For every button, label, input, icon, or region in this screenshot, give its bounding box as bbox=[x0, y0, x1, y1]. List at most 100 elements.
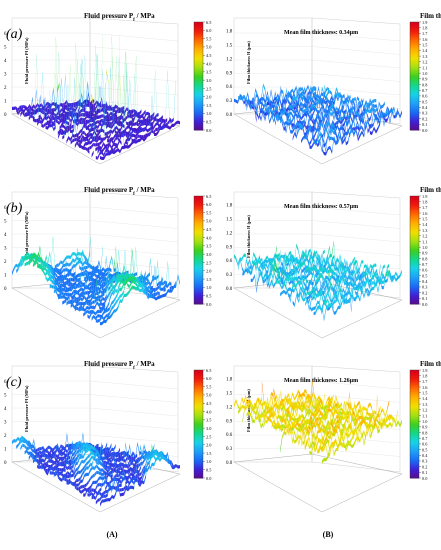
surface-facet bbox=[332, 266, 335, 290]
surface-facet bbox=[72, 77, 75, 120]
surface-facet bbox=[313, 291, 316, 302]
surface-facet bbox=[67, 272, 70, 278]
surface-facet bbox=[73, 285, 76, 290]
surface-facet bbox=[328, 270, 331, 290]
colorbar-segment bbox=[194, 242, 203, 246]
colorbar-segment bbox=[410, 230, 419, 233]
surface-facet bbox=[329, 127, 332, 133]
surface-facet bbox=[133, 128, 136, 134]
surface-facet bbox=[381, 270, 384, 279]
surface-facet bbox=[306, 127, 309, 137]
surface-facet bbox=[333, 299, 336, 304]
surface-facet bbox=[146, 453, 148, 478]
colorbar-segment bbox=[194, 268, 203, 271]
surface-facet bbox=[78, 476, 81, 482]
colorbar-segment bbox=[194, 300, 203, 303]
surface-facet bbox=[71, 264, 74, 272]
surface-facet bbox=[95, 309, 98, 316]
colorbar-tick-label: 0.4 bbox=[422, 105, 428, 110]
colorbar-segment bbox=[410, 49, 419, 52]
surface-facet bbox=[313, 270, 316, 287]
surface-facet bbox=[296, 127, 299, 137]
colorbar-tick-label: 1.8 bbox=[422, 25, 427, 30]
surface-facet bbox=[84, 466, 87, 473]
surface-facet bbox=[78, 278, 81, 282]
surface-facet bbox=[87, 264, 90, 270]
surface-facet bbox=[141, 467, 144, 476]
surface-facet bbox=[277, 271, 280, 284]
surface-facet bbox=[70, 480, 73, 486]
surface-facet bbox=[165, 118, 168, 123]
back-wall-right bbox=[89, 365, 179, 473]
surface-facet bbox=[35, 102, 38, 110]
surface-facet bbox=[305, 267, 308, 273]
surface-facet bbox=[133, 133, 136, 139]
surface-facet bbox=[111, 304, 114, 311]
surface-facet bbox=[300, 280, 303, 285]
colorbar-segment bbox=[194, 49, 203, 52]
surface-facet bbox=[105, 273, 108, 308]
surface-facet bbox=[102, 296, 105, 302]
surface-facet bbox=[343, 136, 346, 143]
surface-facet bbox=[135, 276, 138, 283]
surface-facet bbox=[158, 295, 160, 300]
surface-facet bbox=[47, 467, 50, 473]
surface-facet bbox=[350, 106, 353, 113]
surface-facet bbox=[121, 73, 124, 146]
surface-facet bbox=[296, 243, 299, 253]
surface-facet bbox=[105, 114, 108, 120]
surface-facet bbox=[86, 301, 89, 306]
surface-facet bbox=[113, 296, 116, 303]
surface-facet bbox=[234, 254, 236, 260]
surface-facet bbox=[141, 127, 144, 132]
surface-facet bbox=[159, 275, 162, 296]
surface-facet bbox=[69, 466, 72, 471]
surface-facet bbox=[161, 275, 164, 293]
surface-facet bbox=[90, 135, 93, 140]
colorbar-segment bbox=[194, 76, 203, 79]
colorbar-segment bbox=[410, 278, 419, 282]
surface-facet bbox=[281, 89, 284, 94]
surface-facet bbox=[107, 447, 110, 451]
surface-facet bbox=[294, 131, 297, 139]
surface-facet bbox=[54, 112, 57, 118]
surface-facet bbox=[155, 287, 158, 292]
surface-facet bbox=[17, 436, 20, 442]
surface-facet bbox=[138, 114, 141, 119]
surface-facet bbox=[272, 257, 274, 265]
surface-facet bbox=[351, 98, 354, 104]
surface-facet bbox=[139, 109, 142, 116]
colorbar-segment bbox=[410, 266, 419, 269]
colorbar-segment bbox=[194, 260, 203, 264]
surface-facet bbox=[138, 462, 141, 468]
surface-facet bbox=[62, 131, 65, 136]
surface-facet bbox=[48, 101, 51, 119]
surface-facet bbox=[120, 299, 122, 303]
colorbar-segment bbox=[410, 221, 419, 224]
surface-facet bbox=[100, 289, 103, 295]
surface-facet bbox=[330, 111, 333, 117]
surface-facet bbox=[285, 112, 288, 129]
surface-facet bbox=[150, 293, 152, 299]
surface-facet bbox=[378, 279, 380, 294]
surface-facet bbox=[51, 471, 54, 475]
colorbar-segment bbox=[194, 56, 203, 59]
surface-facet bbox=[297, 111, 300, 124]
surface-facet bbox=[385, 118, 388, 123]
surface-facet bbox=[300, 101, 303, 107]
surface-facet bbox=[87, 141, 89, 146]
colorbar-segment bbox=[194, 476, 203, 479]
surface-facet bbox=[169, 281, 172, 286]
surface-facet bbox=[307, 291, 309, 296]
surface-facet bbox=[327, 245, 330, 259]
surface-facet bbox=[340, 134, 342, 145]
surface-facet bbox=[77, 120, 80, 127]
colorbar-segment bbox=[410, 264, 419, 267]
surface-facet bbox=[40, 71, 43, 118]
surface-facet bbox=[66, 262, 69, 267]
colorbar-tick-label: 1.5 bbox=[422, 217, 427, 222]
surface-facet bbox=[86, 91, 89, 107]
surface-facet bbox=[77, 259, 80, 266]
surface-facet bbox=[22, 107, 24, 114]
